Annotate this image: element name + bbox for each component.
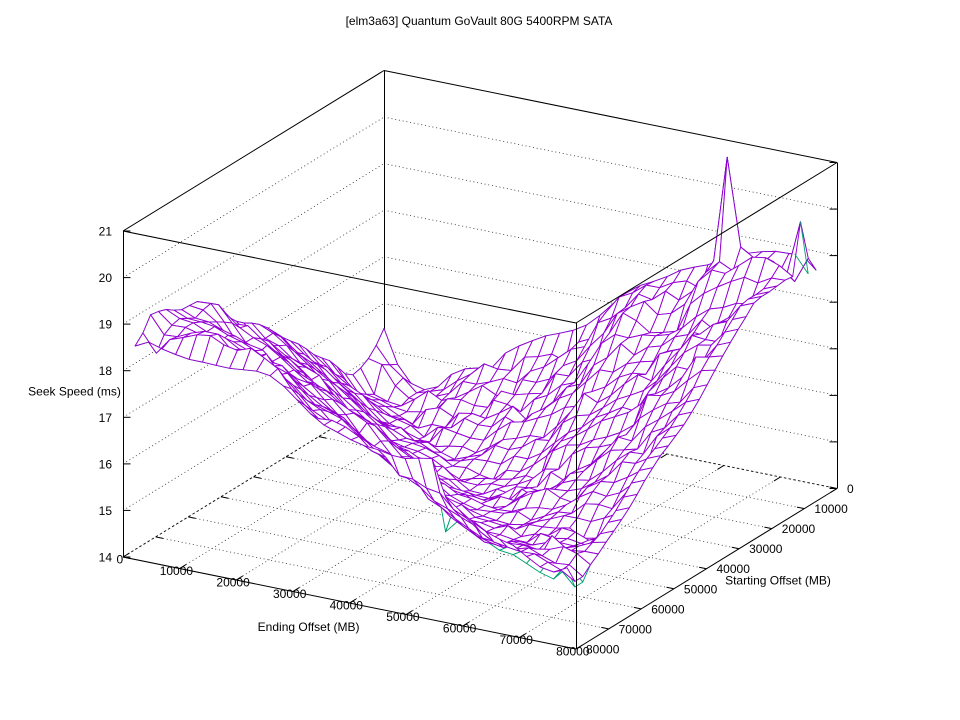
svg-text:30000: 30000 <box>749 542 783 556</box>
svg-text:80000: 80000 <box>586 643 620 657</box>
svg-text:Starting Offset (MB): Starting Offset (MB) <box>725 574 831 588</box>
svg-text:20: 20 <box>99 271 113 285</box>
svg-text:10000: 10000 <box>814 502 848 516</box>
svg-text:19: 19 <box>99 318 113 332</box>
svg-text:10000: 10000 <box>160 564 194 578</box>
svg-text:16: 16 <box>99 457 113 471</box>
svg-text:50000: 50000 <box>386 610 420 624</box>
svg-text:50000: 50000 <box>684 582 718 596</box>
svg-text:30000: 30000 <box>273 587 307 601</box>
svg-text:Ending Offset (MB): Ending Offset (MB) <box>258 620 360 634</box>
svg-text:0: 0 <box>116 553 123 567</box>
svg-text:18: 18 <box>99 364 113 378</box>
svg-text:80000: 80000 <box>556 645 590 659</box>
svg-text:0: 0 <box>847 482 854 496</box>
svg-text:70000: 70000 <box>619 622 653 636</box>
svg-text:40000: 40000 <box>717 562 751 576</box>
svg-text:40000: 40000 <box>330 599 364 613</box>
svg-text:15: 15 <box>99 504 113 518</box>
svg-text:70000: 70000 <box>500 633 534 647</box>
svg-text:[elm3a63] Quantum GoVault 80G: [elm3a63] Quantum GoVault 80G 5400RPM SA… <box>346 14 613 28</box>
svg-text:60000: 60000 <box>443 622 477 636</box>
svg-text:60000: 60000 <box>651 602 685 616</box>
svg-text:21: 21 <box>99 225 113 239</box>
svg-text:20000: 20000 <box>216 576 250 590</box>
svg-text:Seek Speed (ms): Seek Speed (ms) <box>28 385 121 399</box>
svg-text:14: 14 <box>99 551 113 565</box>
svg-text:17: 17 <box>99 411 113 425</box>
svg-text:20000: 20000 <box>782 522 816 536</box>
